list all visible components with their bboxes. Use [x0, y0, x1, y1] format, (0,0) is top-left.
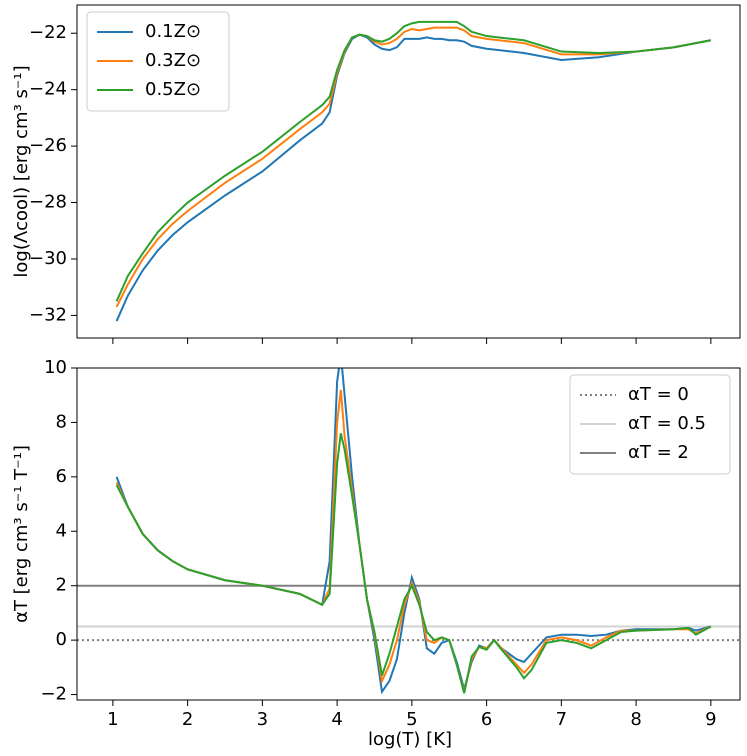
series-line [115, 33, 712, 322]
panel: −32 −30 −28 −26 −24 −22 log(Λcool) [erg cm³ s⁻… [11, 4, 741, 344]
x-tick-label: 5 [406, 709, 417, 730]
y-axis-label: log(Λcool) [erg cm³ s⁻¹] [11, 65, 32, 277]
y-tick-label: −24 [29, 79, 67, 100]
series-line [115, 20, 712, 302]
y-tick-label: 8 [56, 411, 67, 432]
y-tick-label: −26 [29, 135, 67, 156]
y-tick-label: −22 [29, 22, 67, 43]
plot-area [115, 20, 712, 322]
x-tick-label: 9 [705, 709, 716, 730]
plot-area [77, 368, 740, 695]
legend-label: αT = 0 [628, 384, 689, 405]
y-tick-label: 10 [44, 357, 67, 378]
y-tick-label: −32 [29, 304, 67, 325]
x-tick-label: 2 [182, 709, 193, 730]
x-tick-label: 7 [556, 709, 567, 730]
legend-box [86, 11, 230, 112]
legend-label: αT = 2 [628, 442, 689, 463]
y-tick-label: −28 [29, 192, 67, 213]
y-tick-label: 4 [56, 520, 67, 541]
x-tick-label: 1 [107, 709, 118, 730]
y-tick-label: 6 [56, 466, 67, 487]
y-tick-label: 2 [56, 575, 67, 596]
y-tick-label: −2 [40, 684, 67, 705]
y-tick-label: 0 [56, 629, 67, 650]
x-tick-label: 6 [481, 709, 492, 730]
legend-box [569, 374, 731, 475]
x-axis-label: log(T) [K] [368, 729, 452, 750]
y-axis-label: αT [erg cm³ s⁻¹ T⁻¹] [11, 445, 32, 623]
x-tick-label: 3 [257, 709, 268, 730]
series-line [115, 26, 712, 308]
x-tick-label: 4 [331, 709, 342, 730]
legend-label: αT = 0.5 [628, 413, 706, 434]
legend-label: 0.3Z⊙ [145, 50, 201, 71]
legend-label: 0.5Z⊙ [145, 79, 201, 100]
axes-frame [76, 367, 741, 701]
y-tick-label: −30 [29, 248, 67, 269]
axes-frame [76, 4, 741, 339]
x-tick-label: 8 [630, 709, 641, 730]
legend-label: 0.1Z⊙ [145, 21, 201, 42]
series-line [115, 433, 712, 694]
